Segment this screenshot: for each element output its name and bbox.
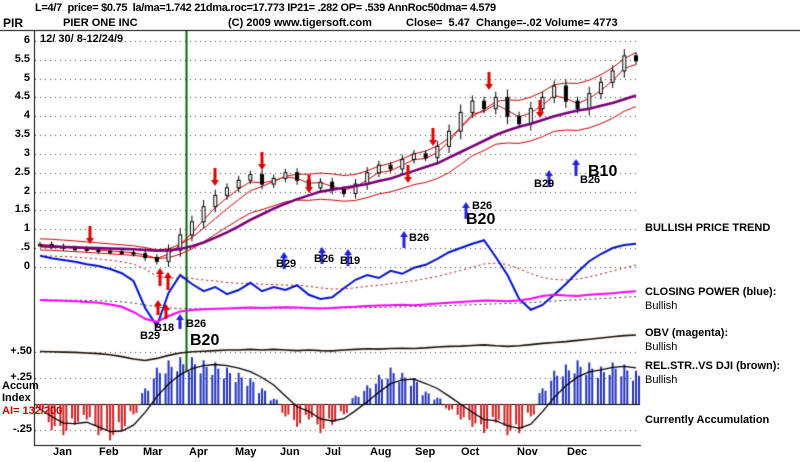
price-axis-tick: 4.5 bbox=[14, 90, 30, 103]
month-label: Apr bbox=[189, 446, 208, 458]
month-label: Jun bbox=[280, 446, 300, 458]
closing-power-label: CLOSING POWER (blue): bbox=[645, 286, 777, 298]
month-label: Sep bbox=[415, 446, 436, 458]
price-axis-tick: 2.5 bbox=[14, 165, 30, 178]
buy-signal-label: B19 bbox=[340, 255, 361, 267]
price-axis-tick: 1 bbox=[23, 222, 30, 235]
accum-index-label-line2: Index bbox=[2, 392, 31, 404]
price-axis-tick: 4 bbox=[23, 109, 30, 122]
month-label: Dec bbox=[567, 446, 588, 458]
buy-signal-label: B20 bbox=[466, 211, 496, 228]
price-axis-tick: 3.5 bbox=[14, 128, 30, 141]
quote-line: Close= 5.47 Change=-.02 Volume= 4773 bbox=[406, 17, 618, 29]
price-axis-tick: .5 bbox=[20, 241, 30, 254]
ai-value-label: AI= 132/200 bbox=[2, 405, 63, 417]
price-axis-tick: 3 bbox=[23, 146, 30, 159]
buy-signal-label: B20 bbox=[190, 332, 220, 349]
buy-signal-label: B29 bbox=[276, 258, 297, 270]
price-axis-tick: 0 bbox=[23, 260, 30, 272]
company-name: PIER ONE INC bbox=[63, 17, 138, 29]
obv-label: OBV (magenta): bbox=[645, 327, 729, 339]
month-label: Mar bbox=[143, 446, 163, 458]
obv-status: Bullish bbox=[645, 341, 678, 353]
relstr-label: REL.STR..VS DJI (brown): bbox=[645, 360, 781, 372]
price-axis-tick: 5.5 bbox=[14, 52, 30, 65]
price-axis-tick: 5 bbox=[23, 71, 30, 84]
buy-signal-label: B29 bbox=[140, 330, 161, 342]
buy-signal-label: B10 bbox=[588, 163, 618, 180]
buy-signal-label: B26 bbox=[472, 200, 493, 212]
stats-line: L=4/7 price= $0.75 la/ma=1.742 21dma.roc… bbox=[35, 2, 496, 14]
ai-axis-tick: +.25 bbox=[10, 371, 32, 383]
ai-axis-tick: -.25 bbox=[13, 423, 32, 435]
accumulation-status: Currently Accumulation bbox=[645, 414, 770, 426]
closing-power-status: Bullish bbox=[645, 300, 678, 312]
month-label: May bbox=[235, 446, 257, 458]
copyright-text: (C) 2009 www.tigersoft.com bbox=[228, 17, 372, 29]
ticker-symbol: PIR bbox=[3, 16, 24, 30]
month-label: Nov bbox=[517, 446, 538, 458]
month-label: Jan bbox=[53, 446, 72, 458]
price-axis-tick: 6 bbox=[23, 33, 30, 46]
ai-axis-tick: +.50 bbox=[10, 345, 32, 357]
relstr-status: Bullish bbox=[645, 374, 678, 386]
buy-signal-label: B26 bbox=[409, 232, 430, 244]
buy-signal-label: B26 bbox=[186, 318, 207, 330]
buy-signal-label: B29 bbox=[534, 178, 555, 190]
month-label: Feb bbox=[99, 446, 119, 458]
date-range-label: 12/ 30/ 8-12/24/9 bbox=[40, 33, 124, 45]
price-axis-tick: 1.5 bbox=[14, 203, 30, 216]
month-label: Aug bbox=[370, 446, 392, 458]
buy-signal-label: B26 bbox=[580, 174, 601, 186]
price-axis-tick: 2 bbox=[23, 184, 30, 197]
accum-index-label-line1: Accum bbox=[2, 380, 39, 392]
month-label: Jul bbox=[325, 446, 341, 458]
month-label: Oct bbox=[461, 446, 480, 458]
buy-signal-label: B18 bbox=[154, 322, 175, 334]
buy-signal-label: B26 bbox=[314, 253, 335, 265]
trend-label: BULLISH PRICE TREND bbox=[645, 222, 771, 234]
